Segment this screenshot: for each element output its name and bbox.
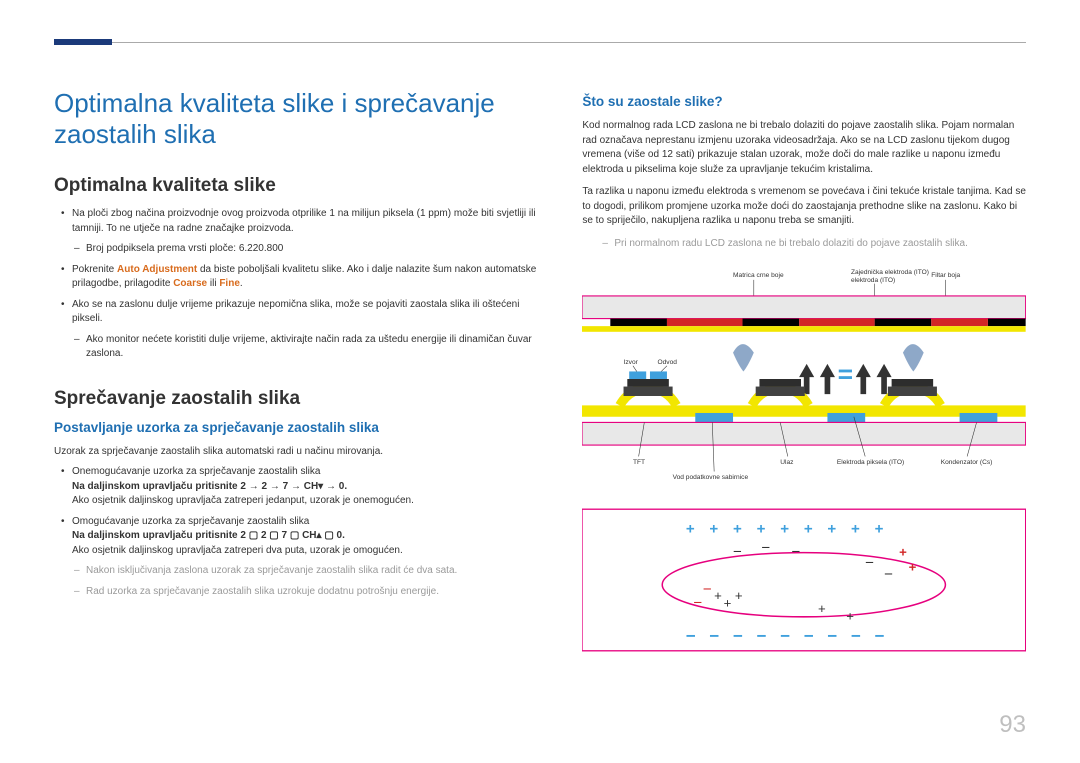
- svg-text:+: +: [804, 521, 813, 538]
- accent-bar: [54, 39, 112, 45]
- svg-text:+: +: [851, 521, 860, 538]
- svg-text:−: −: [694, 594, 703, 611]
- svg-text:−: −: [733, 543, 742, 560]
- page-content: Optimalna kvaliteta slike i sprečavanje …: [54, 88, 1026, 655]
- bullet-item: Ako se na zaslonu dulje vrijeme prikazuj…: [54, 298, 544, 327]
- paragraph: Kod normalnog rada LCD zaslona ne bi tre…: [582, 119, 1026, 177]
- remote-sequence: Na daljinskom upravljaču pritisnite 2 → …: [72, 481, 347, 492]
- subsection-heading-what: Što su zaostale slike?: [582, 94, 1026, 109]
- svg-text:+: +: [875, 521, 884, 538]
- text: Pokrenite: [72, 264, 117, 275]
- dash-item: Ako monitor nećete koristiti dulje vrije…: [54, 333, 544, 362]
- text: Ako osjetnik daljinskog upravljača zatre…: [72, 545, 403, 556]
- dash-note: Pri normalnom radu LCD zaslona ne bi tre…: [582, 237, 1026, 252]
- svg-text:−: −: [703, 581, 712, 598]
- subsection-heading-pattern: Postavljanje uzorka za sprječavanje zaos…: [54, 420, 544, 435]
- coarse-label: Coarse: [173, 278, 207, 289]
- svg-text:−: −: [875, 626, 885, 645]
- label-zajednicka: Zajednička elektroda (ITO): [851, 269, 929, 276]
- svg-text:+: +: [757, 521, 766, 538]
- svg-text:+: +: [909, 560, 917, 575]
- label-odvod: Odvod: [658, 359, 678, 366]
- label-filtar: Filtar boja: [932, 272, 961, 279]
- label-izvor: Izvor: [624, 359, 639, 366]
- svg-text:−: −: [762, 540, 771, 557]
- label-vod: Vod podatkovne sabirnice: [673, 474, 749, 481]
- svg-text:−: −: [828, 626, 838, 645]
- bullet-item: Onemogućavanje uzorka za sprječavanje za…: [54, 465, 544, 509]
- svg-text:+: +: [828, 521, 837, 538]
- label-elektroda-piksela: Elektroda piksela (ITO): [837, 459, 904, 466]
- svg-text:+: +: [818, 601, 826, 616]
- bullet-item: Pokrenite Auto Adjustment da biste pobol…: [54, 263, 544, 292]
- page-title: Optimalna kvaliteta slike i sprečavanje …: [54, 88, 544, 149]
- top-divider: [54, 42, 1026, 43]
- text: Ako osjetnik daljinskog upravljača zatre…: [72, 495, 414, 506]
- auto-adjustment-label: Auto Adjustment: [117, 264, 197, 275]
- text: .: [240, 278, 243, 289]
- dash-item: Broj podpiksela prema vrsti ploče: 6.220…: [54, 242, 544, 257]
- svg-text:+: +: [900, 544, 908, 559]
- dash-note: Rad uzorka za sprječavanje zaostalih sli…: [54, 585, 544, 600]
- label-kondenzator: Kondenzator (Cs): [941, 459, 993, 466]
- svg-text:−: −: [686, 626, 696, 645]
- svg-text:−: −: [781, 626, 791, 645]
- svg-text:+: +: [735, 588, 743, 603]
- dash-note: Nakon isključivanja zaslona uzorak za sp…: [54, 564, 544, 579]
- lcd-cross-section-diagram: Matrica crne boje Zajednička elektroda (…: [582, 259, 1026, 499]
- label-tft: TFT: [633, 459, 645, 466]
- section-heading-quality: Optimalna kvaliteta slike: [54, 175, 544, 197]
- bullet-item: Na ploči zbog načina proizvodnje ovog pr…: [54, 207, 544, 236]
- text: Onemogućavanje uzorka za sprječavanje za…: [72, 466, 320, 477]
- svg-text:−: −: [851, 626, 861, 645]
- plus-row: + + + + + + + + +: [686, 521, 884, 538]
- voltage-diagram: +++ +++ +++ −−− −− ++ +++ ++: [582, 505, 1026, 655]
- text: ili: [207, 278, 219, 289]
- svg-text:−: −: [757, 626, 767, 645]
- right-column: Što su zaostale slike? Kod normalnog rad…: [582, 88, 1026, 655]
- paragraph: Ta razlika u naponu između elektroda s v…: [582, 185, 1026, 229]
- fine-label: Fine: [219, 278, 240, 289]
- svg-text:−: −: [710, 626, 720, 645]
- svg-text:+: +: [710, 521, 719, 538]
- svg-text:−: −: [866, 555, 875, 572]
- svg-text:+: +: [714, 588, 722, 603]
- section-heading-prevention: Sprečavanje zaostalih slika: [54, 388, 544, 410]
- remote-sequence: Na daljinskom upravljaču pritisnite 2 ▢ …: [72, 530, 345, 541]
- page-number: 93: [999, 711, 1026, 739]
- label-ulaz: Ulaz: [781, 459, 794, 466]
- svg-text:−: −: [733, 626, 743, 645]
- svg-text:+: +: [733, 521, 742, 538]
- svg-text:+: +: [686, 521, 695, 538]
- svg-text:+: +: [847, 609, 855, 624]
- left-column: Optimalna kvaliteta slike i sprečavanje …: [54, 88, 544, 655]
- svg-text:elektroda (ITO): elektroda (ITO): [851, 277, 895, 284]
- minus-row: −−− −−− −−−: [686, 626, 885, 645]
- lead-text: Uzorak za sprječavanje zaostalih slika a…: [54, 445, 544, 460]
- svg-text:−: −: [884, 566, 893, 583]
- label-matrica: Matrica crne boje: [733, 272, 784, 279]
- svg-text:+: +: [781, 521, 790, 538]
- svg-text:−: −: [792, 543, 801, 560]
- text: Omogućavanje uzorka za sprječavanje zaos…: [72, 516, 309, 527]
- bullet-item: Omogućavanje uzorka za sprječavanje zaos…: [54, 515, 544, 559]
- svg-text:+: +: [724, 595, 732, 610]
- svg-text:−: −: [804, 626, 814, 645]
